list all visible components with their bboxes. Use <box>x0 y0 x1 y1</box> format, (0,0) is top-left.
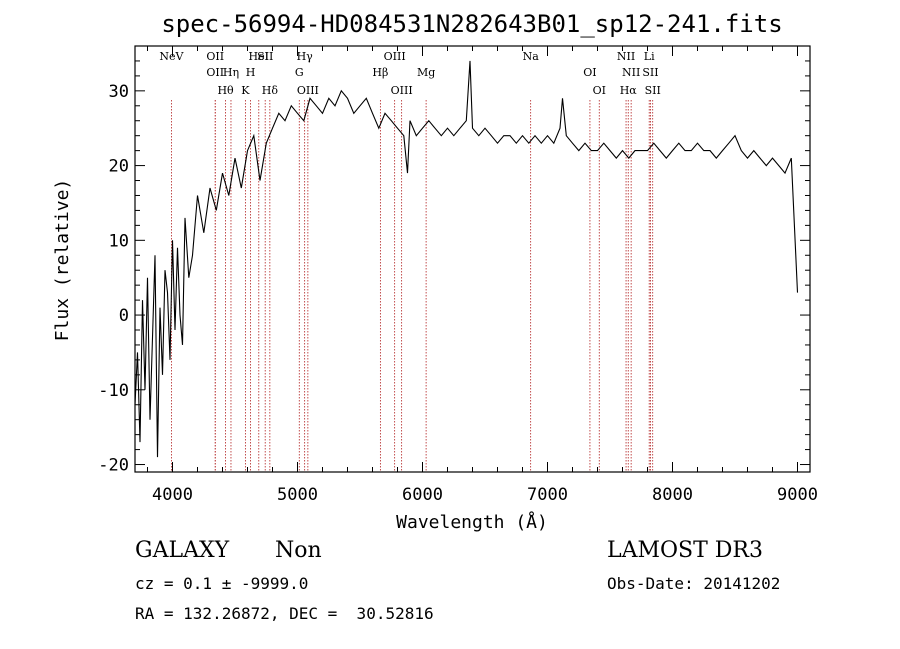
y-tick-label: -20 <box>98 456 129 476</box>
line-label: OI <box>593 84 606 97</box>
object-subclass: Non <box>275 538 322 563</box>
line-label: HeI <box>249 50 269 63</box>
line-label: Na <box>523 50 540 63</box>
plot-frame <box>134 45 811 473</box>
y-tick-label: 0 <box>119 306 129 326</box>
line-label: NeV <box>159 50 184 63</box>
survey-name: LAMOST DR3 <box>607 538 763 563</box>
line-label: OII <box>206 66 224 79</box>
line-label: OII <box>206 50 224 63</box>
line-label: OIII <box>384 50 406 63</box>
x-tick-label: 4000 <box>152 485 193 505</box>
chart-title: spec-56994-HD084531N282643B01_sp12-241.f… <box>161 10 782 38</box>
line-label: Hγ <box>297 50 314 63</box>
line-label: OI <box>583 66 596 79</box>
line-label: Hθ <box>217 84 234 97</box>
y-tick-label: -10 <box>98 381 129 401</box>
line-label: Li <box>644 50 655 63</box>
x-tick-label: 5000 <box>277 485 318 505</box>
y-tick-label: 10 <box>109 231 129 251</box>
line-label: NII <box>617 50 635 63</box>
x-tick-label: 6000 <box>402 485 443 505</box>
line-label: K <box>241 84 250 97</box>
line-label: G <box>295 66 304 79</box>
x-tick-label: 8000 <box>652 485 693 505</box>
line-label: Hη <box>223 66 239 79</box>
line-label: H <box>246 66 256 79</box>
x-axis-label: Wavelength (Å) <box>396 511 548 533</box>
line-label: Hδ <box>262 84 279 97</box>
line-label: SII <box>645 84 661 97</box>
redshift-cz: cz = 0.1 ± -9999.0 <box>135 574 309 593</box>
line-label: Hα <box>620 84 638 97</box>
x-tick-label: 7000 <box>527 485 568 505</box>
line-label: OIII <box>391 84 413 97</box>
y-axis-ticks: -20 -10 0 10 20 30 <box>98 60 810 476</box>
y-axis-label: Flux (relative) <box>52 179 73 342</box>
line-label: SII <box>642 66 658 79</box>
line-label: SII <box>257 50 273 63</box>
line-label: Mg <box>417 66 435 79</box>
line-label: Hβ <box>372 66 388 79</box>
line-label: OIII <box>297 84 319 97</box>
x-tick-label: 9000 <box>777 485 818 505</box>
line-label: NII <box>622 66 640 79</box>
emission-line-markers <box>171 100 654 472</box>
ra-dec-coordinates: RA = 132.26872, DEC = 30.52816 <box>135 604 434 623</box>
observation-date: Obs-Date: 20141202 <box>607 574 781 593</box>
object-class: GALAXY <box>135 538 230 563</box>
y-tick-label: 30 <box>109 82 129 102</box>
y-tick-label: 20 <box>109 157 129 177</box>
x-axis-ticks: 4000 5000 6000 7000 8000 9000 <box>147 46 818 505</box>
flux-series-line <box>134 60 799 458</box>
